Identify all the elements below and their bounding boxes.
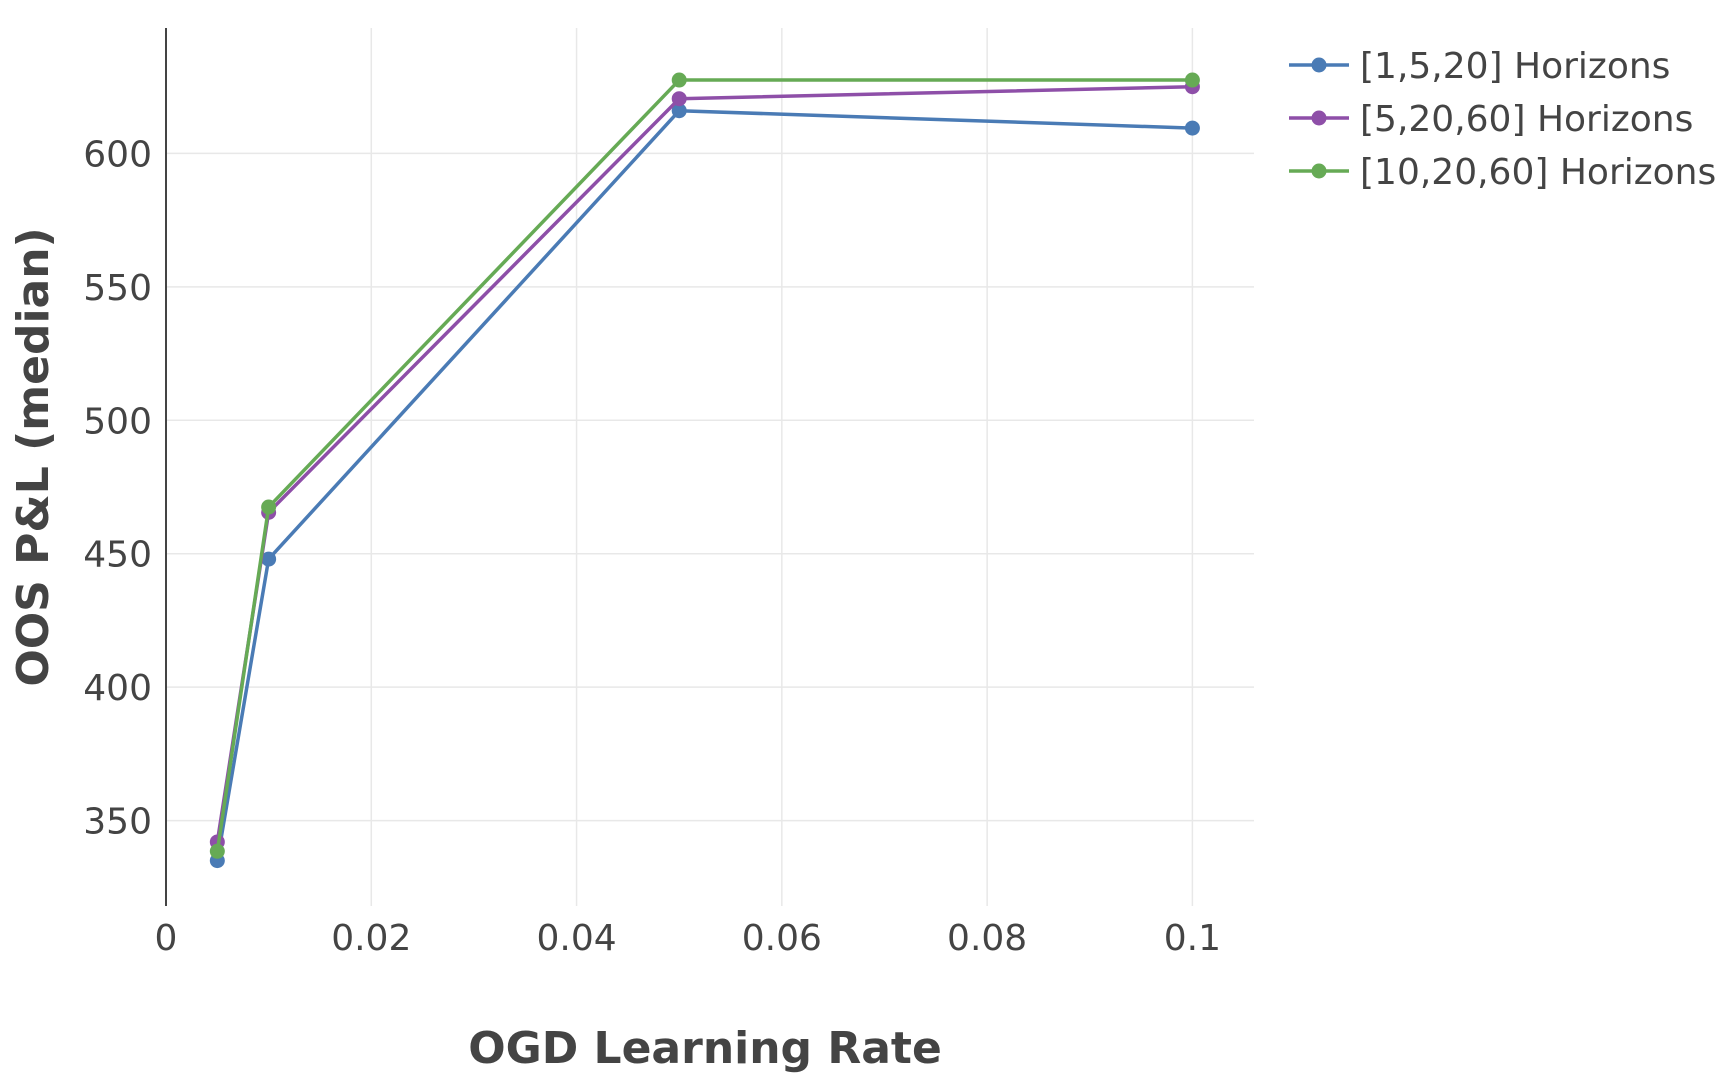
x-tick-label: 0.04 bbox=[536, 918, 616, 959]
legend-label: [1,5,20] Horizons bbox=[1360, 46, 1670, 87]
y-tick-label: 400 bbox=[83, 668, 152, 709]
series-line bbox=[215, 84, 1193, 843]
x-tick-label: 0.02 bbox=[331, 918, 411, 959]
y-tick-label: 350 bbox=[83, 802, 152, 843]
data-point[interactable] bbox=[209, 843, 225, 859]
legend-label: [10,20,60] Horizons bbox=[1360, 152, 1716, 193]
series-line bbox=[215, 108, 1193, 861]
x-tick-label: 0.08 bbox=[947, 918, 1027, 959]
legend-marker bbox=[1311, 163, 1327, 179]
data-point[interactable] bbox=[261, 551, 277, 567]
legend-marker bbox=[1311, 57, 1327, 73]
data-point[interactable] bbox=[1184, 120, 1200, 136]
data-point[interactable] bbox=[671, 91, 687, 107]
y-tick-label: 600 bbox=[83, 134, 152, 175]
series-group bbox=[209, 103, 1200, 869]
data-point[interactable] bbox=[261, 499, 277, 515]
series-group bbox=[209, 72, 1200, 859]
y-tick-label: 550 bbox=[83, 268, 152, 309]
series-group bbox=[209, 79, 1200, 850]
grid bbox=[166, 28, 1254, 906]
legend[interactable]: [1,5,20] Horizons [5,20,60] Horizons [10,2… bbox=[1289, 46, 1716, 193]
series-line bbox=[215, 78, 1193, 852]
data-point[interactable] bbox=[1184, 72, 1200, 88]
series bbox=[209, 72, 1200, 869]
x-axis-title: OGD Learning Rate bbox=[468, 1023, 942, 1074]
x-tick-label: 0.1 bbox=[1164, 918, 1221, 959]
legend-item[interactable]: [10,20,60] Horizons bbox=[1289, 152, 1716, 193]
legend-item[interactable]: [5,20,60] Horizons bbox=[1289, 99, 1693, 140]
data-point[interactable] bbox=[671, 72, 687, 88]
tick-labels: 0 0.02 0.04 0.06 0.08 0.1 350 400 450 500 550 600 bbox=[83, 134, 1221, 959]
y-tick-label: 450 bbox=[83, 535, 152, 576]
x-tick-label: 0.06 bbox=[742, 918, 822, 959]
x-tick-label: 0 bbox=[155, 918, 178, 959]
data-point[interactable] bbox=[671, 103, 687, 119]
legend-label: [5,20,60] Horizons bbox=[1360, 99, 1693, 140]
y-axis-title: OOS P&L (median) bbox=[8, 227, 59, 686]
y-tick-label: 500 bbox=[83, 401, 152, 442]
legend-item[interactable]: [1,5,20] Horizons bbox=[1289, 46, 1670, 87]
legend-marker bbox=[1311, 110, 1327, 126]
